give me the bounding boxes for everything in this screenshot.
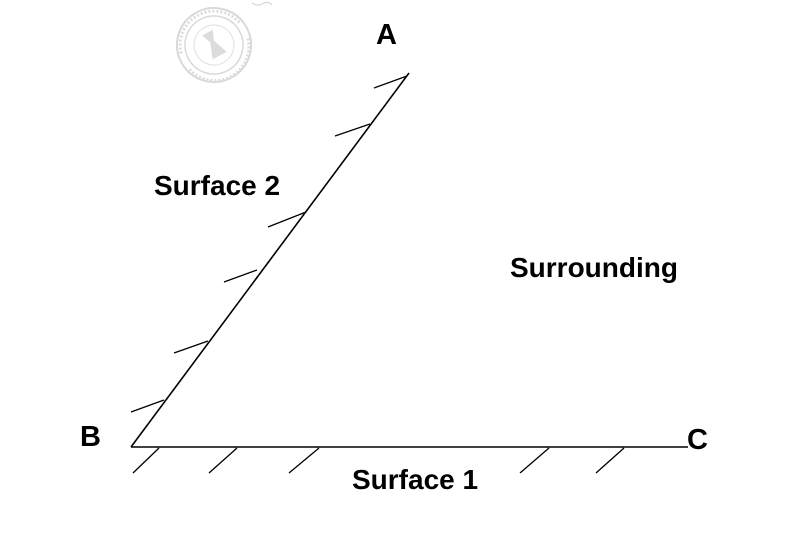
- hatch-mark: [519, 447, 550, 474]
- surrounding-label: Surrounding: [510, 252, 678, 283]
- hatch-mark: [130, 399, 165, 413]
- surface-2-line: [130, 72, 410, 448]
- hatch-mark: [373, 75, 408, 89]
- point-a-label: A: [376, 19, 397, 51]
- hatch-mark: [334, 123, 371, 137]
- hatch-mark: [208, 447, 238, 474]
- surface-2-hatching: [130, 75, 408, 413]
- surface-1-hatching: [132, 447, 625, 474]
- hatch-mark: [132, 447, 160, 474]
- surface-2-label: Surface 2: [154, 170, 280, 201]
- hatch-mark: [173, 340, 209, 354]
- hatch-mark: [288, 447, 320, 474]
- point-c-label: C: [687, 424, 708, 456]
- seal-watermark-icon: [176, 6, 252, 83]
- surface-1-label: Surface 1: [352, 464, 478, 495]
- hatch-mark: [595, 447, 625, 474]
- seal-watermark-fragment-icon: [251, 1, 273, 6]
- point-b-label: B: [80, 421, 101, 453]
- hatch-mark: [223, 269, 258, 283]
- hatch-mark: [267, 211, 307, 228]
